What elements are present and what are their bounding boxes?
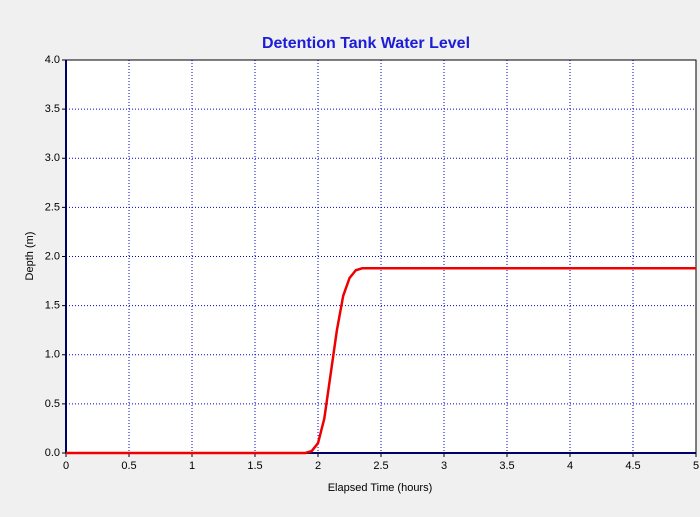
x-tick-label: 3.5: [499, 460, 514, 472]
y-tick-label: 0.0: [45, 447, 60, 459]
x-tick-label: 4: [567, 460, 573, 472]
x-tick-label: 1.5: [247, 460, 262, 472]
x-tick-label: 2.5: [373, 460, 388, 472]
y-tick-label: 0.5: [45, 398, 60, 410]
x-tick-label: 4.5: [625, 460, 640, 472]
x-tick-label: 0.5: [121, 460, 136, 472]
y-tick-label: 3.5: [45, 103, 60, 115]
y-tick-label: 1.5: [45, 300, 60, 312]
x-tick-label: 5: [693, 460, 699, 472]
x-tick-label: 0: [63, 460, 69, 472]
y-tick-label: 2.5: [45, 201, 60, 213]
x-tick-label: 1: [189, 460, 195, 472]
y-tick-label: 1.0: [45, 349, 60, 361]
y-tick-label: 2.0: [45, 250, 60, 262]
x-axis-label: Elapsed Time (hours): [328, 482, 433, 494]
x-tick-label: 3: [441, 460, 447, 472]
data-line: [66, 267, 696, 455]
y-tick-label: 3.0: [45, 152, 60, 164]
y-axis-label: Depth (m): [24, 232, 36, 281]
x-tick-label: 2: [315, 460, 321, 472]
chart-title: Detention Tank Water Level: [262, 35, 470, 52]
y-tick-label: 4.0: [45, 54, 60, 66]
